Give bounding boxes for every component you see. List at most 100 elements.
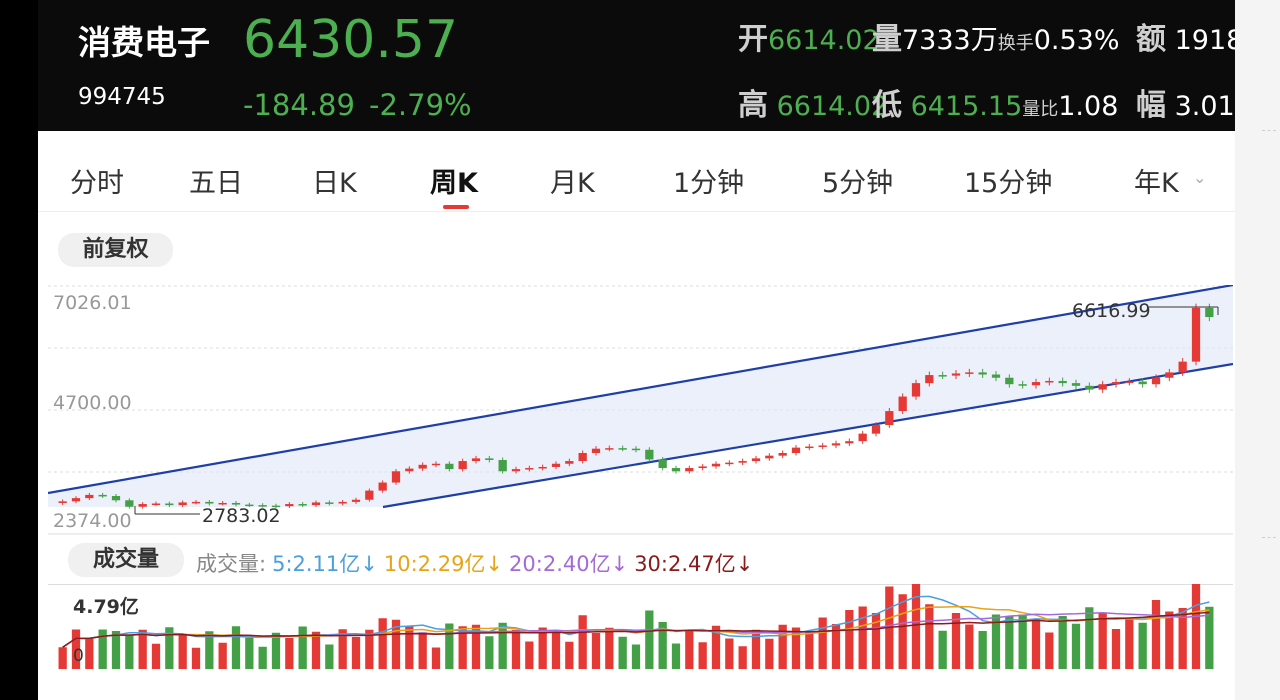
candle-body [111,495,121,501]
tab-15min[interactable]: 15分钟 [964,168,1053,199]
candle-body [725,462,734,465]
volume-bar [58,647,67,669]
candle-body [831,443,841,446]
volume-bar [618,636,627,669]
volume-bar [98,629,107,669]
tab-5min[interactable]: 5分钟 [822,168,894,199]
adjust-mode-button[interactable]: 前复权 [58,233,173,267]
volume-bar [1151,600,1161,669]
volume-bar [138,629,147,669]
volume-bar [1178,608,1187,669]
volume-bar [765,638,774,669]
volume-bar [711,625,721,669]
volume-bar [445,623,454,669]
tab-1min[interactable]: 1分钟 [673,168,745,199]
volume-bar [645,610,654,669]
volume-bar [178,633,187,669]
candle-body [791,447,801,453]
volume-bar [258,646,267,669]
candle-body [1111,382,1121,385]
max-price-annotation: 6616.99 [1072,300,1151,322]
volume-bar [71,629,81,669]
ratio-value: 1.08 [1058,91,1119,122]
candle-body [1085,385,1094,390]
candle-body [178,502,187,506]
current-price: 6430.57 [243,10,459,70]
low-label: 低 [872,88,902,123]
volume-bar [658,622,667,669]
candle-body [165,503,174,506]
volume-bar [245,637,254,669]
chevron-down-icon[interactable]: ⌄ [1193,168,1207,187]
candlestick-chart[interactable] [48,285,1233,535]
volume-bar [205,631,214,669]
volume-bar [991,614,1001,669]
candle-body [85,494,94,499]
candle-body [511,469,521,472]
volume-legend-title: 成交量: [196,552,267,576]
volume-bar [1138,622,1147,669]
volume-bar [938,630,947,669]
price-change-pct: -2.79% [369,88,472,122]
candle-body [1205,307,1214,318]
tab-weekly-k[interactable]: 周K [430,168,478,199]
volume-bar [1111,629,1121,669]
candle-body [258,505,267,507]
tab-monthly-k[interactable]: 月K [550,168,595,199]
candle-body [698,466,707,469]
volume-bar [231,626,241,669]
candles [58,303,1214,509]
candle-body [1031,382,1041,386]
candle-body [405,468,414,472]
tab-intraday[interactable]: 分时 [70,168,124,199]
candle-body [98,494,107,497]
volume-bar [365,629,374,669]
volume-moving-averages [62,595,1210,648]
volume-bar [791,627,801,669]
volume-axis-top: 4.79亿 [73,596,139,618]
tab-yearly-k[interactable]: 年K [1134,168,1179,199]
legend-ma30: 30:2.47亿↓ [634,552,754,576]
price-change: -184.89 [243,88,355,122]
tab-five-day[interactable]: 五日 [189,168,243,199]
ma30-line [62,611,1210,648]
volume-bar [978,631,987,669]
volume-bar [778,624,787,669]
candle-body [1045,380,1054,383]
volume-bar [511,630,521,669]
candle-body [578,452,587,462]
candle-body [911,383,921,397]
volume-value: 7333万 [902,25,998,56]
volume-bar [418,632,427,669]
candle-body [391,471,401,483]
volume-bar [565,641,574,669]
volume-bar [951,613,961,669]
legend-ma20: 20:2.40亿↓ [509,552,629,576]
volume-bar [805,631,814,669]
volume-indicator-button[interactable]: 成交量 [68,543,184,577]
candle-body [1178,361,1187,373]
tab-daily-k[interactable]: 日K [312,168,357,199]
volume-bar [458,626,467,669]
volume-bar [751,629,761,669]
volume-bar [578,615,587,669]
candle-body [685,468,694,472]
candle-body [1018,384,1027,386]
volume-bar [538,627,547,669]
candle-body [125,500,134,507]
volume-bar [551,631,561,669]
volume-bar [871,613,881,669]
volume-bar [1098,612,1107,669]
volume-bar [1085,607,1094,669]
candle-body [71,498,81,502]
volume-bar [311,631,321,669]
candle-body [845,441,854,444]
price-axis-mid: 4700.00 [53,392,132,414]
volume-bar [898,594,907,669]
candle-body [605,448,614,450]
candle-body [658,459,667,469]
volume-chart[interactable] [48,584,1233,674]
volume-bar [325,644,334,669]
volume-bar [85,638,94,669]
volume-bar [271,632,281,669]
